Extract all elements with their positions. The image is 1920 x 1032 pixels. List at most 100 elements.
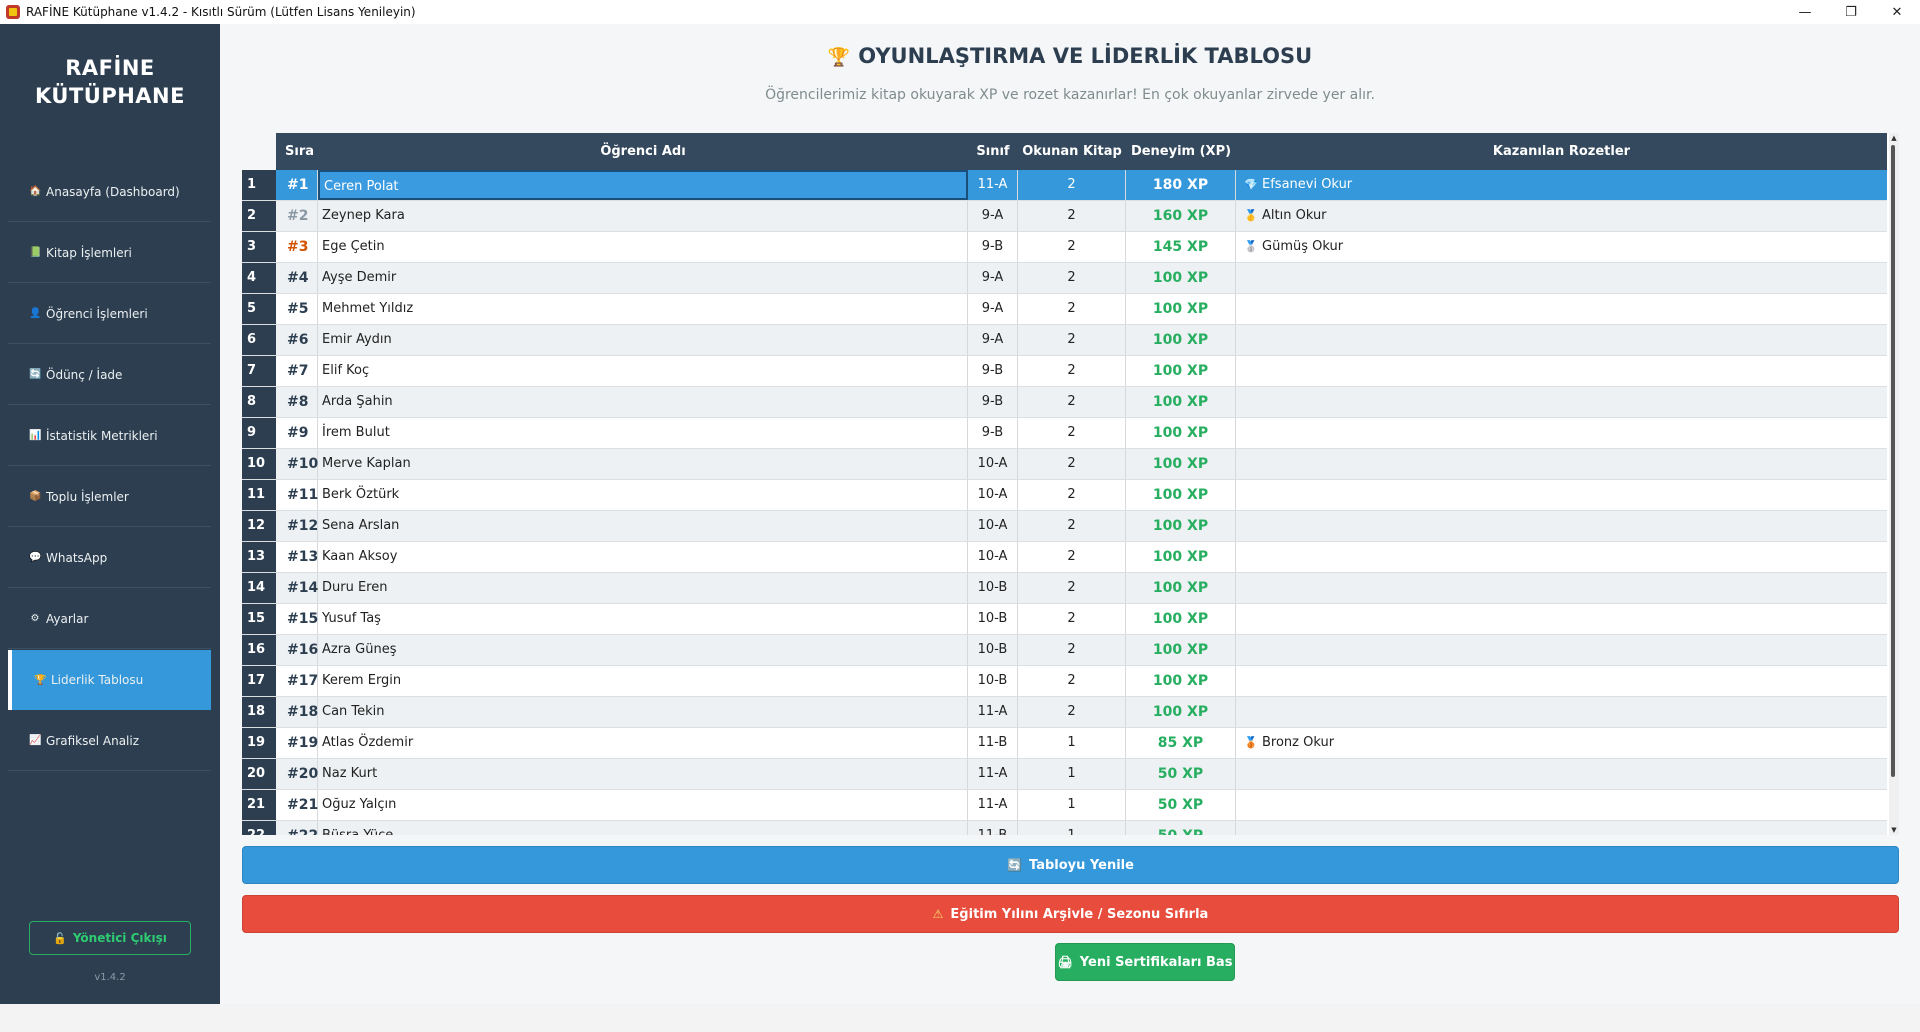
logout-button[interactable]: 🔓 Yönetici Çıkışı (29, 921, 191, 955)
student-name-cell[interactable]: Duru Eren (318, 573, 968, 603)
class-cell: 9-A (968, 294, 1018, 324)
sidebar-item-home[interactable]: 🏠 Anasayfa (Dashboard) (8, 162, 211, 222)
student-name-cell[interactable]: Ceren Polat (318, 170, 968, 200)
sidebar-item-chat[interactable]: 💬 WhatsApp (8, 528, 211, 588)
student-name-cell[interactable]: İrem Bulut (318, 418, 968, 448)
row-number: 11 (242, 480, 276, 510)
class-cell: 11-A (968, 170, 1018, 200)
sidebar-item-student[interactable]: 👤 Öğrenci İşlemleri (8, 284, 211, 344)
row-number: 8 (242, 387, 276, 417)
class-cell: 9-A (968, 325, 1018, 355)
student-name-cell[interactable]: Yusuf Taş (318, 604, 968, 634)
table-row[interactable]: 1 #1 Ceren Polat 11-A 2 180 XP 💎 Efsanevi Okur (242, 170, 1887, 201)
rank-cell: #15 (276, 604, 318, 634)
student-name-cell[interactable]: Ayşe Demir (318, 263, 968, 293)
table-row[interactable]: 4 #4 Ayşe Demir 9-A 2 100 XP (242, 263, 1887, 294)
books-read-cell: 1 (1018, 821, 1126, 835)
row-cells: #16 Azra Güneş 10-B 2 100 XP (276, 635, 1887, 665)
student-name-cell[interactable]: Oğuz Yalçın (318, 790, 968, 820)
student-name-cell[interactable]: Azra Güneş (318, 635, 968, 665)
print-certificates-button[interactable]: 🖨 Yeni Sertifikaları Bas (1055, 943, 1235, 981)
archive-season-button[interactable]: ⚠ Eğitim Yılını Arşivle / Sezonu Sıfırla (242, 895, 1899, 933)
badge-icon: 🥉 (1244, 736, 1258, 749)
leaderboard-table[interactable]: Sıra Öğrenci Adı Sınıf Okunan Kitap Dene… (242, 133, 1899, 835)
badges-cell (1236, 759, 1887, 789)
books-read-cell: 1 (1018, 790, 1126, 820)
sidebar-item-gear[interactable]: ⚙ Ayarlar (8, 589, 211, 649)
sidebar-item-trophy[interactable]: 🏆 Liderlik Tablosu (8, 650, 211, 710)
table-row[interactable]: 22#22Büşra Yüce11-B150 XP (242, 821, 1887, 835)
sidebar-item-exchange[interactable]: 🔄 Ödünç / İade (8, 345, 211, 405)
table-row[interactable]: 12 #12 Sena Arslan 10-A 2 100 XP (242, 511, 1887, 542)
sidebar-item-label: Ayarlar (46, 611, 89, 626)
sidebar-item-stats[interactable]: 📊 İstatistik Metrikleri (8, 406, 211, 466)
scroll-up-icon[interactable]: ▲ (1891, 134, 1897, 142)
rank-cell: #16 (276, 635, 318, 665)
table-row[interactable]: 7 #7 Elif Koç 9-B 2 100 XP (242, 356, 1887, 387)
table-row[interactable]: 6 #6 Emir Aydın 9-A 2 100 XP (242, 325, 1887, 356)
column-header-name[interactable]: Öğrenci Adı (600, 144, 686, 159)
table-row[interactable]: 3 #3 Ege Çetin 9-B 2 145 XP 🥈 Gümüş Okur (242, 232, 1887, 263)
badges-cell (1236, 790, 1887, 820)
scrollbar-thumb[interactable] (1891, 145, 1895, 777)
student-name-cell[interactable]: Naz Kurt (318, 759, 968, 789)
column-header-xp[interactable]: Deneyim (XP) (1130, 144, 1232, 159)
table-row[interactable]: 9 #9 İrem Bulut 9-B 2 100 XP (242, 418, 1887, 449)
books-read-cell: 2 (1018, 573, 1126, 603)
scroll-down-icon[interactable]: ▼ (1891, 826, 1897, 834)
table-body: 1 #1 Ceren Polat 11-A 2 180 XP 💎 Efsanevi Okur 2… (242, 170, 1887, 835)
student-name-cell[interactable]: Can Tekin (318, 697, 968, 727)
table-row[interactable]: 8 #8 Arda Şahin 9-B 2 100 XP (242, 387, 1887, 418)
student-name-cell[interactable]: Berk Öztürk (318, 480, 968, 510)
row-cells: #12 Sena Arslan 10-A 2 100 XP (276, 511, 1887, 541)
student-name-cell[interactable]: Elif Koç (318, 356, 968, 386)
unlock-icon: 🔓 (53, 931, 67, 945)
table-row[interactable]: 20 #20 Naz Kurt 11-A 1 50 XP (242, 759, 1887, 790)
column-header-class[interactable]: Sınıf (976, 144, 1010, 159)
student-name-cell[interactable]: Arda Şahin (318, 387, 968, 417)
row-cells: #13 Kaan Aksoy 10-A 2 100 XP (276, 542, 1887, 572)
sidebar-item-chart[interactable]: 📈 Grafiksel Analiz (8, 711, 211, 771)
table-row[interactable]: 19 #19 Atlas Özdemir 11-B 1 85 XP 🥉 Bronz Okur (242, 728, 1887, 759)
table-row[interactable]: 10 #10 Merve Kaplan 10-A 2 100 XP (242, 449, 1887, 480)
badges-cell (1236, 573, 1887, 603)
table-scrollbar[interactable]: ▲ ▼ (1889, 133, 1899, 835)
student-name-cell[interactable]: Zeynep Kara (318, 201, 968, 231)
student-name-cell[interactable]: Emir Aydın (318, 325, 968, 355)
table-row[interactable]: 15 #15 Yusuf Taş 10-B 2 100 XP (242, 604, 1887, 635)
sidebar-item-book[interactable]: 📗 Kitap İşlemleri (8, 223, 211, 283)
column-header-rank[interactable]: Sıra (285, 144, 315, 159)
class-cell: 10-B (968, 635, 1018, 665)
row-number: 14 (242, 573, 276, 603)
trophy-icon: 🏆 (827, 47, 851, 68)
table-row[interactable]: 18 #18 Can Tekin 11-A 2 100 XP (242, 697, 1887, 728)
table-row[interactable]: 17 #17 Kerem Ergin 10-B 2 100 XP (242, 666, 1887, 697)
sidebar-item-label: Ödünç / İade (46, 367, 123, 382)
table-row[interactable]: 2 #2 Zeynep Kara 9-A 2 160 XP 🥇 Altın Okur (242, 201, 1887, 232)
column-header-badges[interactable]: Kazanılan Rozetler (1492, 144, 1631, 159)
badges-cell: 🥉 Bronz Okur (1236, 728, 1887, 758)
books-read-cell: 2 (1018, 294, 1126, 324)
student-name-cell[interactable]: Mehmet Yıldız (318, 294, 968, 324)
table-row[interactable]: 21 #21 Oğuz Yalçın 11-A 1 50 XP (242, 790, 1887, 821)
close-icon[interactable]: ✕ (1891, 4, 1903, 20)
student-name-cell[interactable]: Atlas Özdemir (318, 728, 968, 758)
table-row[interactable]: 11 #11 Berk Öztürk 10-A 2 100 XP (242, 480, 1887, 511)
maximize-icon[interactable]: ❐ (1845, 4, 1857, 20)
table-row[interactable]: 14 #14 Duru Eren 10-B 2 100 XP (242, 573, 1887, 604)
student-name-cell[interactable]: Büşra Yüce (318, 821, 968, 835)
column-header-books[interactable]: Okunan Kitap (1022, 144, 1122, 159)
student-name-cell[interactable]: Kerem Ergin (318, 666, 968, 696)
rank-cell: #10 (276, 449, 318, 479)
refresh-table-button[interactable]: 🔄 Tabloyu Yenile (242, 846, 1899, 884)
table-row[interactable]: 16 #16 Azra Güneş 10-B 2 100 XP (242, 635, 1887, 666)
table-row[interactable]: 5 #5 Mehmet Yıldız 9-A 2 100 XP (242, 294, 1887, 325)
books-read-cell: 2 (1018, 201, 1126, 231)
student-name-cell[interactable]: Ege Çetin (318, 232, 968, 262)
sidebar-item-bulk[interactable]: 📦 Toplu İşlemler (8, 467, 211, 527)
table-row[interactable]: 13 #13 Kaan Aksoy 10-A 2 100 XP (242, 542, 1887, 573)
student-name-cell[interactable]: Merve Kaplan (318, 449, 968, 479)
student-name-cell[interactable]: Kaan Aksoy (318, 542, 968, 572)
minimize-icon[interactable]: — (1798, 4, 1812, 20)
student-name-cell[interactable]: Sena Arslan (318, 511, 968, 541)
